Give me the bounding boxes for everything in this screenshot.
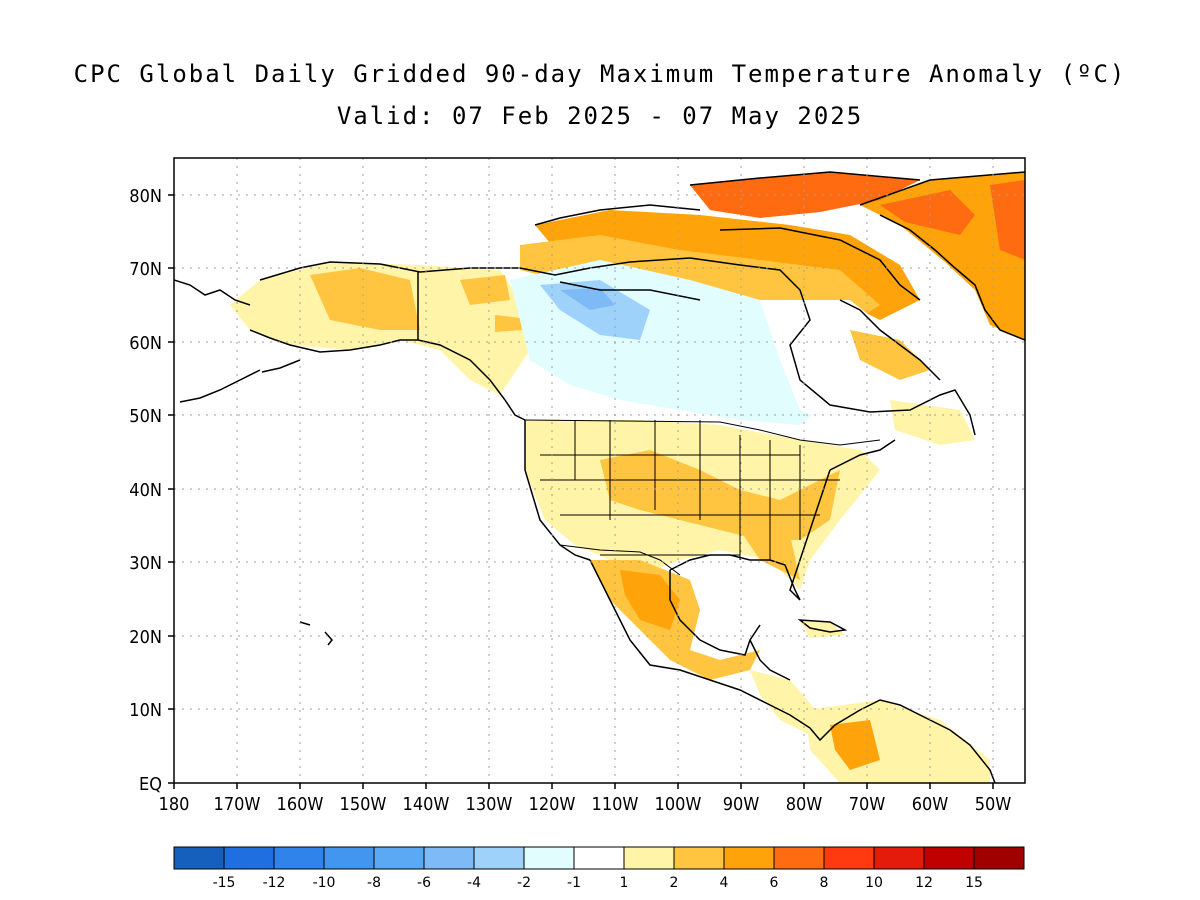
colorbar-label: -12 xyxy=(263,875,286,891)
lon-label: 130W xyxy=(466,794,513,815)
colorbar-label: 4 xyxy=(720,875,729,891)
colorbar-label: 15 xyxy=(965,875,983,891)
lon-label: 140W xyxy=(403,794,450,815)
lon-label: 120W xyxy=(529,794,576,815)
lat-label: 70N xyxy=(129,259,162,280)
colorbar-label: -8 xyxy=(367,875,381,891)
greenland-strong-anomaly xyxy=(880,190,975,235)
lon-label: 100W xyxy=(655,794,702,815)
colorbar-swatch xyxy=(873,846,925,870)
anomaly-shading xyxy=(230,172,1025,783)
colorbar-swatch xyxy=(423,846,475,870)
map-title: CPC Global Daily Gridded 90-day Maximum … xyxy=(73,60,1127,88)
lat-label: 10N xyxy=(129,700,162,721)
yukon-warm-anomaly xyxy=(460,275,510,305)
lat-label: 60N xyxy=(129,333,162,354)
hawaii-coast xyxy=(299,621,333,646)
colorbar-swatch xyxy=(973,846,1025,870)
political-borders xyxy=(524,419,881,576)
colorbar-label: 1 xyxy=(620,875,629,891)
colorbar-label: -4 xyxy=(467,875,481,891)
colorbar-swatch xyxy=(773,846,825,870)
plot-frame xyxy=(173,157,1026,784)
colorbar-swatch xyxy=(273,846,325,870)
lon-label: 80W xyxy=(786,794,823,815)
lon-label: 70W xyxy=(849,794,886,815)
tick-marks xyxy=(168,194,994,789)
longitude-labels: 180 170W 160W 150W 140W 130W 120W 110W 1… xyxy=(159,794,1012,815)
colorbar-label: 12 xyxy=(915,875,933,891)
colorbar-swatch xyxy=(623,846,675,870)
colorbar-swatch xyxy=(223,846,275,870)
mexico-coast xyxy=(589,559,811,729)
colorbar-label: -6 xyxy=(417,875,431,891)
colorbar-label: 10 xyxy=(865,875,883,891)
us-state-lines xyxy=(540,420,840,560)
central-america-anomaly xyxy=(750,670,820,735)
lat-label: 80N xyxy=(129,186,162,207)
colorbar-label: -15 xyxy=(213,875,236,891)
lon-label: 110W xyxy=(592,794,639,815)
lat-label: 30N xyxy=(129,553,162,574)
colorbar-swatch xyxy=(723,846,775,870)
colorbar-swatch xyxy=(173,846,225,870)
lat-label: 50N xyxy=(129,406,162,427)
lat-label: 20N xyxy=(129,627,162,648)
lon-label: 160W xyxy=(277,794,324,815)
arctic-islands-coast xyxy=(534,171,921,301)
canada-coast xyxy=(504,257,976,436)
us-warm-anomaly xyxy=(600,450,840,540)
lon-label: 170W xyxy=(214,794,261,815)
latitude-labels: EQ 10N 20N 30N 40N 50N 60N 70N 80N xyxy=(129,186,162,795)
colorbar-swatch xyxy=(823,846,875,870)
alaska-warm-anomaly xyxy=(310,268,420,330)
colorbar-label: -10 xyxy=(313,875,336,891)
colorbar-swatch xyxy=(923,846,975,870)
south-america-anomaly xyxy=(805,700,990,783)
colorbar-label: 8 xyxy=(820,875,829,891)
colorbar-swatch xyxy=(573,846,625,870)
maritimes-anomaly xyxy=(890,400,975,445)
cuba-coast xyxy=(797,619,848,633)
canada-us-border xyxy=(524,419,881,446)
lon-label: 50W xyxy=(975,794,1012,815)
colorbar-label: 2 xyxy=(670,875,679,891)
colombia-warm-anomaly xyxy=(830,720,880,770)
lon-label: 60W xyxy=(912,794,949,815)
lon-label: 90W xyxy=(723,794,760,815)
caribbean-anomaly xyxy=(800,620,845,638)
quebec-anomaly xyxy=(760,300,950,430)
lat-label: EQ xyxy=(139,774,162,795)
arctic-islands-anomaly xyxy=(690,172,920,218)
lat-label: 40N xyxy=(129,480,162,501)
gridlines xyxy=(174,158,1025,783)
colorbar-swatch xyxy=(373,846,425,870)
map-subtitle: Valid: 07 Feb 2025 - 07 May 2025 xyxy=(336,102,864,130)
colorbar-label: -2 xyxy=(517,875,531,891)
colorbar-swatch xyxy=(323,846,375,870)
mexico-strong-anomaly xyxy=(620,570,680,630)
us-mexico-border xyxy=(559,544,681,576)
greenland-east-anomaly xyxy=(990,180,1025,260)
lon-label: 150W xyxy=(340,794,387,815)
colorbar-swatch xyxy=(473,846,525,870)
colorbar-swatch xyxy=(523,846,575,870)
colorbar xyxy=(173,846,1025,870)
colorbar-swatch xyxy=(673,846,725,870)
colorbar-label: -1 xyxy=(567,875,581,891)
south-america-coast xyxy=(809,699,996,783)
bc-warm-anomaly xyxy=(495,315,522,332)
colorbar-labels: -15 -12 -10 -8 -6 -4 -2 -1 1 2 4 6 8 10 … xyxy=(213,875,983,891)
lon-label: 180 xyxy=(159,794,190,815)
canada-colder-anomaly xyxy=(560,288,615,310)
colorbar-label: 6 xyxy=(770,875,779,891)
